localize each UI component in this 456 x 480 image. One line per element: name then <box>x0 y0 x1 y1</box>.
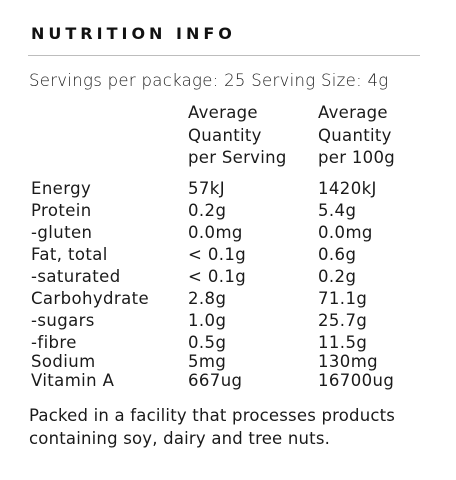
per-serving-value: < 0.1g <box>188 245 247 264</box>
nutrient-name: Carbohydrate <box>31 289 149 308</box>
title-divider <box>28 55 420 56</box>
per-serving-value: 1.0g <box>188 311 227 330</box>
nutrient-name: Vitamin A <box>31 371 115 390</box>
per-100g-value: 11.5g <box>318 333 368 352</box>
column-header-line: Average <box>318 103 388 122</box>
column-header-line: Quantity <box>188 125 262 145</box>
column-header-per-100g: Average Quantity per 100g <box>318 102 395 170</box>
table-row: Fat, total < 0.1g 0.6g <box>31 245 411 267</box>
per-serving-value: 2.8g <box>188 289 227 308</box>
nutrient-name: Protein <box>31 201 92 220</box>
per-serving-value: 57kJ <box>188 179 226 198</box>
allergen-note: Packed in a facility that processes prod… <box>29 406 396 448</box>
per-100g-value: 25.7g <box>318 311 368 330</box>
per-serving-value: 5mg <box>188 352 227 371</box>
nutrient-name: Sodium <box>31 352 96 371</box>
table-row: Protein 0.2g 5.4g <box>31 201 411 223</box>
per-100g-value: 0.0mg <box>318 223 373 242</box>
nutrient-name: -sugars <box>31 311 95 330</box>
column-header-line: Average <box>188 103 258 122</box>
table-row: Energy 57kJ 1420kJ <box>31 179 411 201</box>
per-serving-value: 0.2g <box>188 201 227 220</box>
per-100g-value: 0.2g <box>318 267 357 286</box>
column-header-per-serving: Average Quantity per Serving <box>188 102 287 170</box>
table-row: Carbohydrate 2.8g 71.1g <box>31 289 411 311</box>
table-row: Vitamin A 667ug 16700ug <box>31 371 411 390</box>
per-100g-value: 16700ug <box>318 371 395 390</box>
panel-title: NUTRITION INFO <box>31 24 236 43</box>
nutrient-name: -fibre <box>31 333 77 352</box>
table-row: -saturated < 0.1g 0.2g <box>31 267 411 289</box>
nutrient-name: -gluten <box>31 223 93 242</box>
per-serving-value: 0.0mg <box>188 223 243 242</box>
nutrient-name: Energy <box>31 179 92 198</box>
per-serving-value: < 0.1g <box>188 267 247 286</box>
table-row: Sodium 5mg 130mg <box>31 352 411 371</box>
table-row: -fibre 0.5g 11.5g <box>31 333 411 352</box>
per-serving-value: 667ug <box>188 371 243 390</box>
per-100g-value: 0.6g <box>318 245 357 264</box>
nutrient-name: Fat, total <box>31 245 108 264</box>
column-header-line: Quantity <box>318 125 392 145</box>
nutrient-name: -saturated <box>31 267 121 286</box>
per-100g-value: 1420kJ <box>318 179 377 198</box>
table-row: -gluten 0.0mg 0.0mg <box>31 223 411 245</box>
servings-line: Servings per package: 25 Serving Size: 4… <box>29 71 389 90</box>
per-100g-value: 71.1g <box>318 289 368 308</box>
table-row: -sugars 1.0g 25.7g <box>31 311 411 333</box>
column-header-line: per 100g <box>318 148 396 167</box>
column-header-line: per Serving <box>188 148 287 167</box>
per-100g-value: 130mg <box>318 352 379 371</box>
nutrient-table: Energy 57kJ 1420kJ Protein 0.2g 5.4g -gl… <box>31 179 411 390</box>
per-serving-value: 0.5g <box>188 333 227 352</box>
per-100g-value: 5.4g <box>318 201 357 220</box>
